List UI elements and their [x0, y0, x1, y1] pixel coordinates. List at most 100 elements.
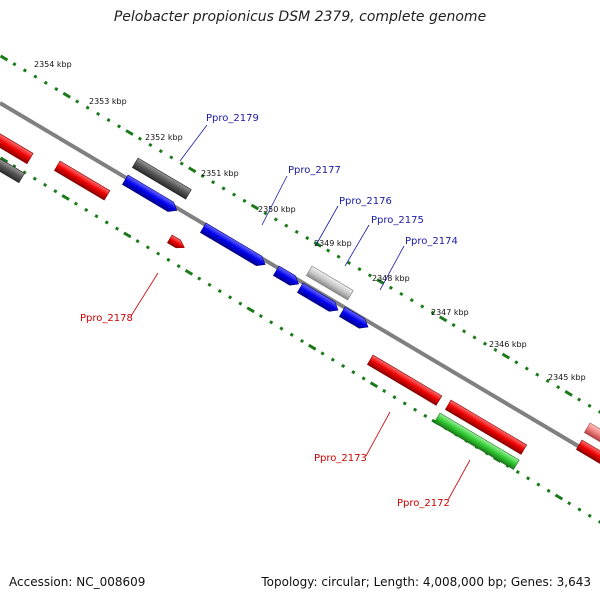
- tick-mark: [536, 482, 541, 487]
- tick-mark: [597, 519, 600, 524]
- tick-mark: [526, 476, 531, 481]
- gene-feature-reverse[interactable]: [166, 234, 186, 251]
- kbp-tick-label: 2347 kbp: [431, 308, 469, 317]
- callout-leader-line: [379, 245, 405, 291]
- gene-feature-forward[interactable]: [338, 306, 370, 332]
- kbp-tick-label: 2346 kbp: [489, 340, 527, 349]
- gene-label-ppro_2176[interactable]: Ppro_2176: [339, 196, 392, 207]
- tick-mark: [501, 352, 511, 360]
- tick-mark: [336, 254, 341, 259]
- tick-mark: [482, 341, 488, 346]
- tick-mark: [75, 99, 80, 104]
- tick-mark: [361, 376, 366, 381]
- tick-mark: [104, 220, 109, 225]
- tick-mark: [556, 385, 561, 390]
- tick-mark: [289, 332, 294, 337]
- tick-mark: [554, 493, 564, 501]
- tick-mark: [156, 251, 161, 256]
- gene-label-ppro_2175[interactable]: Ppro_2175: [371, 215, 424, 226]
- gene-feature-reverse[interactable]: [366, 354, 443, 406]
- tick-mark: [376, 278, 385, 285]
- tick-mark: [451, 322, 456, 328]
- gene-features: [0, 109, 600, 470]
- tick-mark: [346, 260, 352, 266]
- gene-feature-forward[interactable]: [272, 265, 301, 289]
- accession-text: Accession: NC_008609: [9, 575, 146, 589]
- tick-mark: [22, 68, 27, 73]
- gene-feature-pink[interactable]: [583, 422, 600, 449]
- gene-callouts: Ppro_2179 Ppro_2177 Ppro_2176 Ppro_2175 Ppro…: [80, 113, 471, 509]
- tick-mark: [179, 161, 184, 166]
- tick-mark: [438, 315, 448, 323]
- tick-mark: [546, 488, 551, 493]
- kbp-tick-label: 2354 kbp: [34, 60, 72, 69]
- tick-mark: [125, 129, 134, 136]
- tick-mark: [493, 347, 498, 352]
- gene-feature-forward[interactable]: [296, 282, 340, 315]
- kbp-tick-label: 2345 kbp: [548, 373, 586, 382]
- gene-feature-dark[interactable]: [131, 157, 192, 200]
- tick-mark: [341, 363, 346, 369]
- gene-label-ppro_2174[interactable]: Ppro_2174: [405, 236, 458, 247]
- tick-mark: [564, 390, 573, 397]
- gene-feature-reverse[interactable]: [0, 109, 34, 165]
- kbp-tick-label: 2349 kbp: [314, 239, 352, 248]
- tick-mark: [388, 285, 393, 290]
- gene-feature-green[interactable]: [433, 412, 520, 470]
- tick-mark: [228, 295, 233, 300]
- tick-mark: [62, 91, 71, 99]
- tick-mark: [61, 194, 70, 201]
- tick-mark: [515, 470, 520, 475]
- tick-mark: [169, 155, 174, 160]
- tick-mark: [166, 257, 171, 262]
- tick-mark: [123, 231, 132, 239]
- gene-label-ppro_2178[interactable]: Ppro_2178: [80, 313, 133, 324]
- tick-mark: [217, 289, 222, 294]
- kbp-tick-label: 2352 kbp: [145, 133, 183, 142]
- tick-labels: 2354 kbp 2353 kbp 2352 kbp 2351 kbp 2350 kbp…: [34, 60, 586, 382]
- gene-label-ppro_2173[interactable]: Ppro_2173: [314, 453, 367, 464]
- tick-mark: [73, 201, 78, 206]
- tick-mark: [369, 381, 379, 389]
- tick-mark: [0, 54, 9, 62]
- tick-mark: [33, 74, 38, 79]
- callout-leader-line: [130, 272, 159, 317]
- callout-leader-line: [447, 459, 471, 501]
- gene-feature-reverse[interactable]: [444, 399, 528, 455]
- gene-feature-light[interactable]: [305, 265, 354, 301]
- tick-mark: [330, 357, 335, 362]
- gene-feature-forward[interactable]: [121, 174, 179, 215]
- tick-mark: [326, 248, 331, 253]
- gene-label-ppro_2177[interactable]: Ppro_2177: [288, 165, 341, 176]
- tick-mark: [399, 291, 404, 297]
- tick-mark: [320, 351, 325, 356]
- tick-mark: [351, 370, 356, 375]
- tick-mark: [94, 214, 99, 219]
- tick-mark: [545, 378, 550, 384]
- genome-summary-text: Topology: circular; Length: 4,008,000 bp…: [261, 575, 591, 589]
- tick-mark: [12, 164, 17, 169]
- kbp-tick-label: 2351 kbp: [201, 169, 239, 178]
- tick-mark: [188, 166, 197, 174]
- tick-mark: [148, 142, 153, 148]
- tick-mark: [207, 282, 212, 287]
- callout-leader-line: [179, 124, 208, 162]
- tick-mark: [420, 304, 425, 309]
- gene-label-ppro_2172[interactable]: Ppro_2172: [397, 498, 450, 509]
- gene-feature-reverse[interactable]: [53, 160, 111, 201]
- tick-mark: [116, 124, 122, 129]
- gene-feature-reverse[interactable]: [575, 439, 600, 466]
- tick-mark: [423, 413, 428, 418]
- tick-mark: [43, 80, 48, 85]
- gene-feature-forward[interactable]: [199, 222, 268, 269]
- gene-feature-dark[interactable]: [0, 134, 25, 184]
- tick-mark: [294, 229, 299, 234]
- tick-mark: [43, 182, 48, 188]
- tick-mark: [137, 136, 142, 141]
- gene-label-ppro_2179[interactable]: Ppro_2179: [206, 113, 259, 124]
- callout-leader-line: [365, 411, 391, 457]
- tick-mark: [577, 507, 582, 512]
- tick-mark: [85, 105, 90, 110]
- tick-mark: [273, 217, 278, 222]
